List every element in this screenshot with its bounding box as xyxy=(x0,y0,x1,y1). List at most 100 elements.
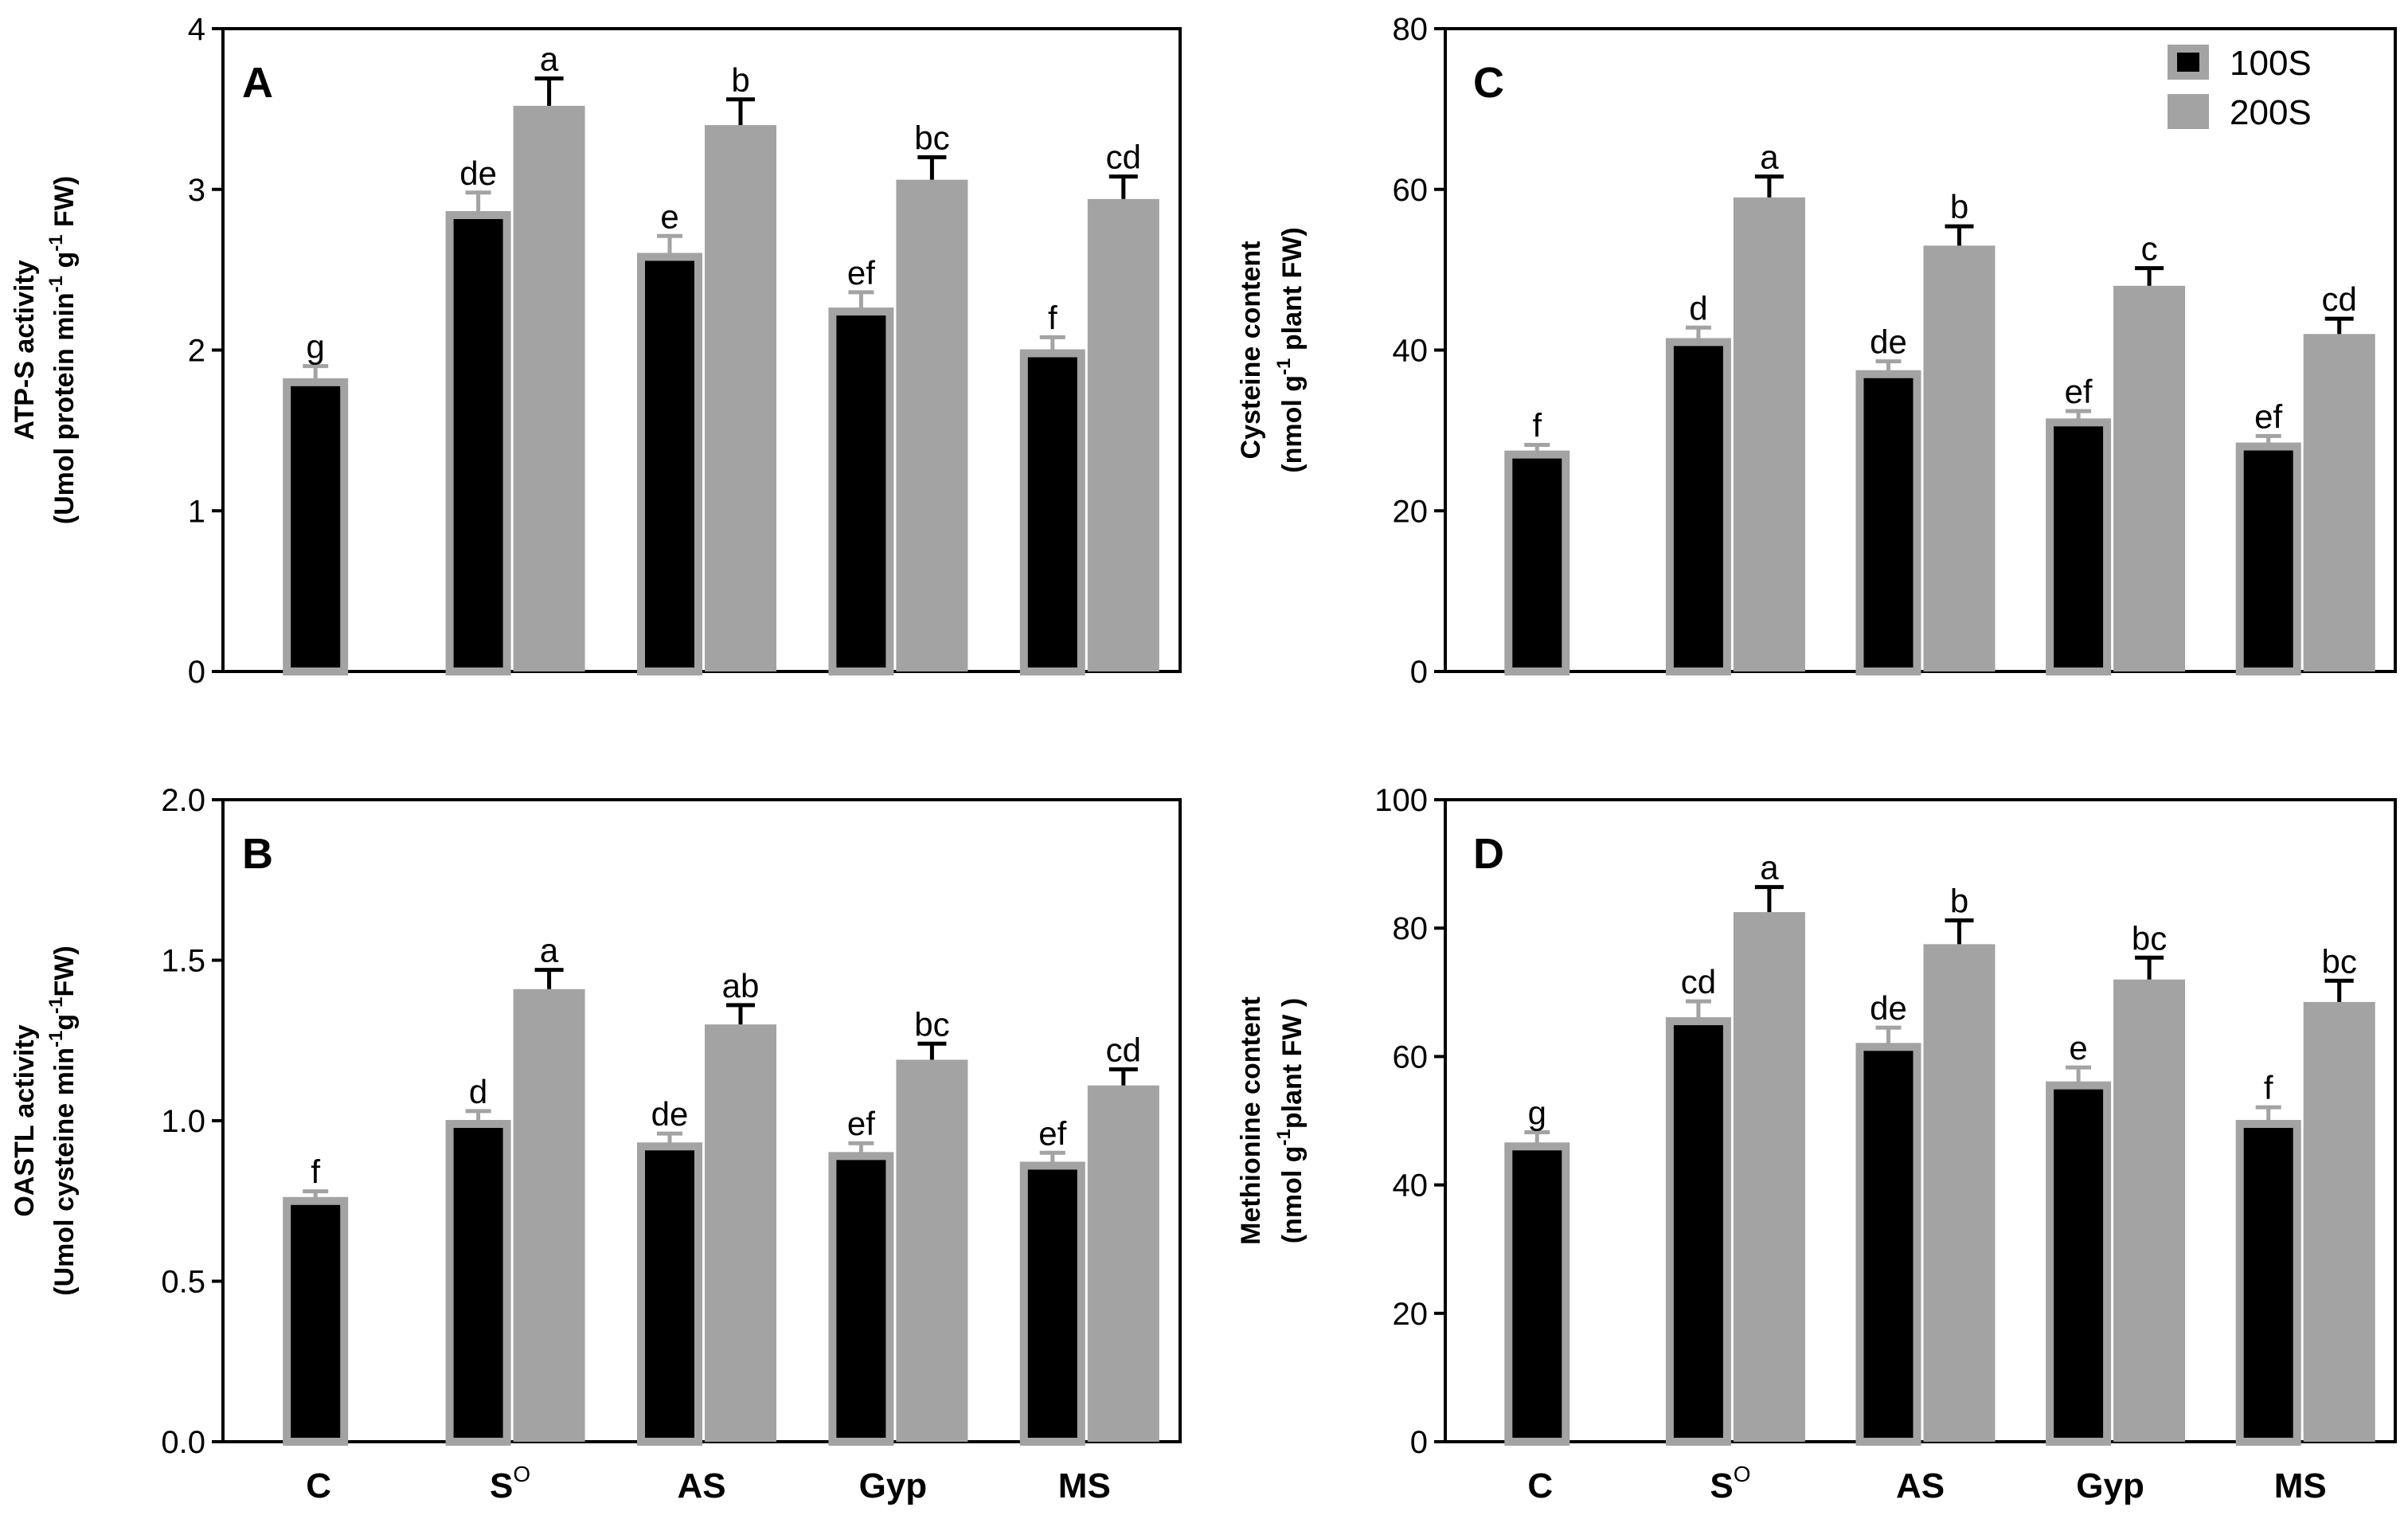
y-axis-label-text: FW) xyxy=(49,945,80,996)
x-tick-label-text: C xyxy=(306,1466,331,1505)
bar-200s xyxy=(1923,245,1996,671)
bar-200s xyxy=(896,179,968,671)
x-tick-label: AS xyxy=(1896,1466,1945,1505)
bar-100s xyxy=(2235,1120,2301,1447)
x-tick-label-text: MS xyxy=(2274,1466,2327,1505)
bar-100s xyxy=(1855,370,1921,675)
bar-200s xyxy=(2113,285,2186,671)
significance-label-100s: e xyxy=(2069,1029,2087,1067)
significance-label-100s: ef xyxy=(2254,397,2282,435)
panel-letter: C xyxy=(1473,59,1504,107)
y-tick-label: 2 xyxy=(188,334,205,369)
y-axis-label-line1: OASTL activity xyxy=(10,1024,40,1216)
y-tick-label: 0.5 xyxy=(161,1265,205,1300)
bar-100s xyxy=(283,1196,349,1446)
x-tick-label: Gyp xyxy=(2076,1466,2144,1505)
bar-100s xyxy=(828,307,894,675)
x-tick-label-text: AS xyxy=(1896,1466,1945,1505)
significance-label-100s: f xyxy=(1532,407,1542,444)
significance-label-100s: ef xyxy=(2065,373,2093,410)
bar-100s xyxy=(1855,1043,1921,1447)
y-tick-label: 100 xyxy=(1374,783,1428,818)
y-axis-label-text: plant FW) xyxy=(1277,227,1308,358)
bar-100s xyxy=(637,253,702,675)
bar-100s xyxy=(1665,1017,1731,1446)
y-tick-label: 2.0 xyxy=(161,783,205,818)
y-tick-label: 0 xyxy=(1410,1425,1428,1460)
significance-label-100s: d xyxy=(1689,289,1707,327)
y-axis-label-text: g xyxy=(49,252,80,276)
bar-100s xyxy=(1665,338,1731,675)
x-tick-label-text: S xyxy=(1710,1466,1733,1505)
y-tick-label: 0.0 xyxy=(161,1425,205,1460)
bar-100s xyxy=(1019,1161,1085,1447)
y-axis-label-line2: (nmol g-1 plant FW) xyxy=(1273,227,1308,472)
significance-label-100s: g xyxy=(1528,1094,1546,1132)
x-tick-label: SO xyxy=(490,1462,530,1505)
bar-200s xyxy=(896,1059,968,1442)
y-axis-label-text: plant FW ) xyxy=(1277,998,1308,1129)
x-tick-label: C xyxy=(1527,1466,1553,1505)
bar-100s xyxy=(1504,450,1570,675)
y-tick-label: 3 xyxy=(188,173,205,208)
x-tick-label: AS xyxy=(677,1466,725,1505)
significance-label-100s: ef xyxy=(847,1105,875,1142)
bar-200s xyxy=(1087,1085,1159,1442)
x-tick-label-superscript: O xyxy=(1734,1462,1751,1486)
bar-200s xyxy=(2113,979,2186,1442)
bar-200s xyxy=(513,105,585,672)
y-axis-label-line2: (Umol cysteine min-1g-1FW) xyxy=(45,945,80,1295)
y-tick-label: 40 xyxy=(1393,1169,1429,1204)
significance-label-200s: ab xyxy=(722,967,760,1004)
x-tick-label-superscript: O xyxy=(513,1462,530,1486)
y-tick-label: 80 xyxy=(1393,911,1429,946)
significance-label-200s: b xyxy=(1950,883,1968,920)
y-axis-label-line2: (Umol protein min-1 g-1 FW) xyxy=(45,176,80,524)
legend: 100S 200S xyxy=(2168,44,2312,132)
y-tick-label: 0 xyxy=(188,655,205,690)
bar-100s xyxy=(2046,1081,2112,1447)
bar-100s xyxy=(445,1120,511,1447)
significance-label-200s: bc xyxy=(914,119,949,156)
x-tick-label-text: Gyp xyxy=(2076,1466,2144,1505)
y-tick-label: 4 xyxy=(188,12,205,47)
y-axis-label-text: (Umol cysteine min xyxy=(49,1047,80,1296)
significance-label-200s: b xyxy=(1950,188,1968,225)
y-axis-label-superscript: -1 xyxy=(1273,358,1295,375)
bar-200s xyxy=(1087,198,1159,672)
y-axis-label-text: FW) xyxy=(49,176,80,235)
bar-100s xyxy=(445,211,511,675)
y-tick-label: 0 xyxy=(1410,655,1428,690)
y-axis-label-line1: Methionine content xyxy=(1236,996,1266,1245)
y-tick-label: 60 xyxy=(1393,173,1429,208)
panel-letter: B xyxy=(242,830,273,878)
significance-label-200s: a xyxy=(540,932,559,969)
significance-label-200s: cd xyxy=(1106,1032,1141,1069)
significance-label-200s: cd xyxy=(2322,280,2357,318)
y-axis-label-text: (nmol g xyxy=(1277,1145,1308,1243)
significance-label-100s: d xyxy=(469,1073,487,1110)
y-axis-label-line2: (nmol g-1plant FW ) xyxy=(1273,998,1308,1243)
significance-label-200s: bc xyxy=(2132,919,2167,957)
y-axis-label-superscript: -1 xyxy=(45,276,67,292)
bar-100s xyxy=(828,1152,894,1446)
bar-200s xyxy=(2303,334,2375,671)
legend-swatch-200s xyxy=(2168,94,2209,129)
bar-100s xyxy=(2235,442,2301,675)
bar-200s xyxy=(705,125,776,672)
panel-letter: A xyxy=(242,59,273,107)
significance-label-200s: bc xyxy=(2322,942,2357,980)
significance-label-200s: cd xyxy=(1106,139,1141,176)
legend-label: 100S xyxy=(2230,44,2312,83)
y-tick-label: 20 xyxy=(1393,494,1429,529)
significance-label-100s: de xyxy=(1870,989,1907,1027)
x-tick-label-text: C xyxy=(1527,1466,1553,1505)
y-axis-label-superscript: -1 xyxy=(45,996,67,1013)
significance-label-100s: g xyxy=(307,328,325,366)
legend-label: 200S xyxy=(2230,93,2312,132)
y-tick-label: 40 xyxy=(1393,334,1429,369)
bar-200s xyxy=(2303,1001,2375,1442)
y-axis-label-line1: ATP-S activity xyxy=(10,260,40,440)
